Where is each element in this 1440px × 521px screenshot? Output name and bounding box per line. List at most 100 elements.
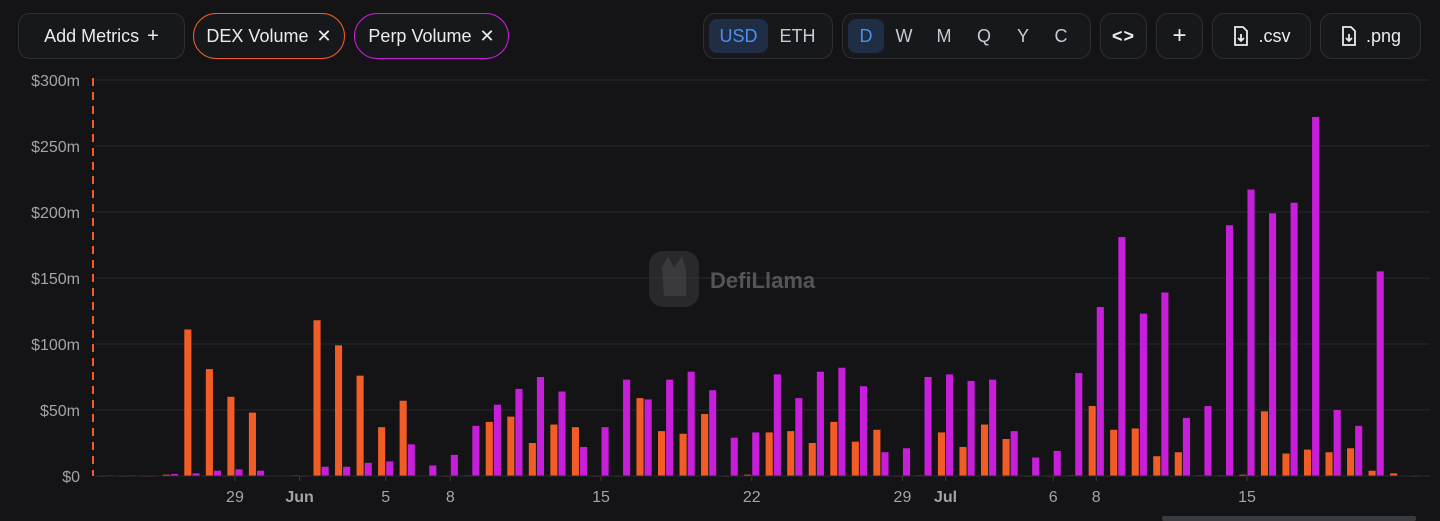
dex-volume-bar[interactable] bbox=[744, 474, 752, 476]
dex-volume-bar[interactable] bbox=[1131, 428, 1139, 476]
add-metrics-button[interactable]: Add Metrics + bbox=[18, 13, 185, 59]
dex-volume-bar[interactable] bbox=[162, 474, 170, 476]
perp-volume-bar[interactable] bbox=[1225, 225, 1234, 476]
period-q[interactable]: Q bbox=[976, 25, 991, 46]
dex-volume-bar[interactable] bbox=[1347, 448, 1355, 476]
dex-volume-bar[interactable] bbox=[1368, 470, 1376, 476]
dex-volume-bar[interactable] bbox=[1303, 449, 1312, 476]
dex-volume-bar[interactable] bbox=[507, 416, 515, 476]
perp-volume-bar[interactable] bbox=[256, 470, 265, 476]
perp-volume-bar[interactable] bbox=[752, 432, 760, 476]
dex-volume-bar[interactable] bbox=[1088, 406, 1096, 476]
period-m[interactable]: M bbox=[936, 25, 952, 46]
dex-volume-bar[interactable] bbox=[528, 443, 536, 476]
perp-volume-bar[interactable] bbox=[1139, 313, 1147, 476]
perp-volume-bar[interactable] bbox=[1333, 410, 1341, 476]
period-c[interactable]: C bbox=[1054, 25, 1068, 46]
dex-volume-bar[interactable] bbox=[571, 427, 579, 476]
perp-volume-bar[interactable] bbox=[515, 388, 523, 476]
perp-volume-bar[interactable] bbox=[213, 470, 222, 476]
add-button[interactable]: + bbox=[1156, 13, 1203, 59]
perp-volume-bar[interactable] bbox=[472, 425, 480, 476]
perp-volume-bar[interactable] bbox=[493, 404, 501, 476]
perp-volume-bar[interactable] bbox=[235, 469, 243, 476]
dex-volume-bar[interactable] bbox=[1390, 473, 1398, 476]
dex-volume-bar[interactable] bbox=[399, 400, 407, 476]
perp-volume-bar[interactable] bbox=[192, 473, 200, 476]
dex-volume-bar[interactable] bbox=[980, 424, 989, 476]
perp-volume-bar[interactable] bbox=[321, 466, 329, 476]
dex-volume-bar[interactable] bbox=[657, 431, 666, 476]
dex-volume-bar[interactable] bbox=[851, 441, 859, 476]
dex-volume-bar[interactable] bbox=[636, 398, 644, 476]
perp-volume-bar[interactable] bbox=[1355, 425, 1363, 476]
perp-volume-bar[interactable] bbox=[1096, 307, 1104, 476]
period-w[interactable]: W bbox=[895, 25, 913, 46]
perp-volume-bar[interactable] bbox=[1075, 373, 1083, 476]
scrollbar-thumb[interactable] bbox=[1162, 516, 1416, 521]
dex-volume-bar[interactable] bbox=[1153, 456, 1161, 476]
perp-volume-bar[interactable] bbox=[881, 452, 889, 476]
perp-volume-bar[interactable] bbox=[795, 398, 803, 476]
dex-volume-bar[interactable] bbox=[787, 431, 795, 476]
perp-volume-bar[interactable] bbox=[687, 371, 695, 476]
dex-volume-bar[interactable] bbox=[378, 427, 386, 476]
dex-volume-bar[interactable] bbox=[701, 413, 709, 476]
dex-volume-bar[interactable] bbox=[1325, 452, 1333, 476]
perp-volume-bar[interactable] bbox=[170, 474, 178, 476]
dex-volume-bar[interactable] bbox=[1260, 411, 1269, 476]
currency-usd[interactable]: USD bbox=[709, 19, 768, 53]
dex-volume-bar[interactable] bbox=[335, 345, 343, 476]
perp-volume-bar[interactable] bbox=[816, 371, 824, 476]
perp-volume-chip[interactable]: Perp Volume ✕ bbox=[354, 13, 509, 59]
period-d[interactable]: D bbox=[848, 19, 884, 53]
perp-volume-bar[interactable] bbox=[1118, 237, 1126, 476]
dex-volume-bar[interactable] bbox=[1110, 429, 1118, 476]
perp-volume-bar[interactable] bbox=[1247, 189, 1255, 476]
dex-volume-bar[interactable] bbox=[227, 396, 235, 476]
perp-volume-bar[interactable] bbox=[1290, 202, 1298, 476]
perp-volume-bar[interactable] bbox=[838, 367, 846, 476]
perp-volume-bar[interactable] bbox=[1161, 292, 1169, 476]
perp-volume-bar[interactable] bbox=[579, 446, 588, 476]
perp-volume-bar[interactable] bbox=[1376, 271, 1384, 476]
perp-volume-bar[interactable] bbox=[1312, 116, 1320, 477]
perp-volume-bar[interactable] bbox=[343, 466, 351, 476]
perp-volume-bar[interactable] bbox=[601, 427, 609, 476]
perp-volume-bar[interactable] bbox=[1204, 406, 1212, 476]
perp-volume-bar[interactable] bbox=[1053, 450, 1061, 476]
perp-volume-bar[interactable] bbox=[1182, 417, 1190, 476]
dex-volume-bar[interactable] bbox=[356, 375, 364, 476]
perp-volume-bar[interactable] bbox=[946, 374, 954, 476]
perp-volume-bar[interactable] bbox=[364, 462, 372, 476]
dex-volume-bar[interactable] bbox=[205, 369, 213, 476]
dex-volume-bar[interactable] bbox=[184, 329, 192, 476]
perp-volume-bar[interactable] bbox=[989, 379, 997, 476]
perp-volume-bar[interactable] bbox=[558, 391, 566, 476]
dex-volume-bar[interactable] bbox=[959, 446, 967, 476]
dex-volume-bar[interactable] bbox=[765, 432, 773, 476]
perp-volume-bar[interactable] bbox=[623, 379, 631, 476]
perp-volume-bar[interactable] bbox=[536, 377, 545, 476]
dex-volume-bar[interactable] bbox=[550, 424, 558, 476]
dex-volume-bar[interactable] bbox=[937, 432, 946, 476]
close-icon[interactable]: ✕ bbox=[479, 26, 495, 46]
dex-volume-bar[interactable] bbox=[679, 433, 687, 476]
perp-volume-bar[interactable] bbox=[450, 454, 458, 476]
embed-button[interactable]: <> bbox=[1100, 13, 1147, 59]
perp-volume-bar[interactable] bbox=[1269, 213, 1277, 476]
dex-volume-bar[interactable] bbox=[808, 443, 816, 476]
perp-volume-bar[interactable] bbox=[709, 390, 717, 476]
dex-volume-bar[interactable] bbox=[1002, 439, 1010, 476]
dex-volume-bar[interactable] bbox=[830, 421, 838, 476]
perp-volume-bar[interactable] bbox=[859, 386, 868, 476]
dex-volume-bar[interactable] bbox=[1282, 453, 1290, 476]
perp-volume-bar[interactable] bbox=[644, 399, 652, 476]
perp-volume-bar[interactable] bbox=[407, 444, 415, 476]
dex-volume-bar[interactable] bbox=[1239, 474, 1247, 476]
perp-volume-bar[interactable] bbox=[967, 380, 975, 476]
download-csv-button[interactable]: .csv bbox=[1212, 13, 1311, 59]
perp-volume-bar[interactable] bbox=[730, 437, 738, 476]
perp-volume-bar[interactable] bbox=[429, 465, 437, 476]
perp-volume-bar[interactable] bbox=[1032, 457, 1040, 476]
